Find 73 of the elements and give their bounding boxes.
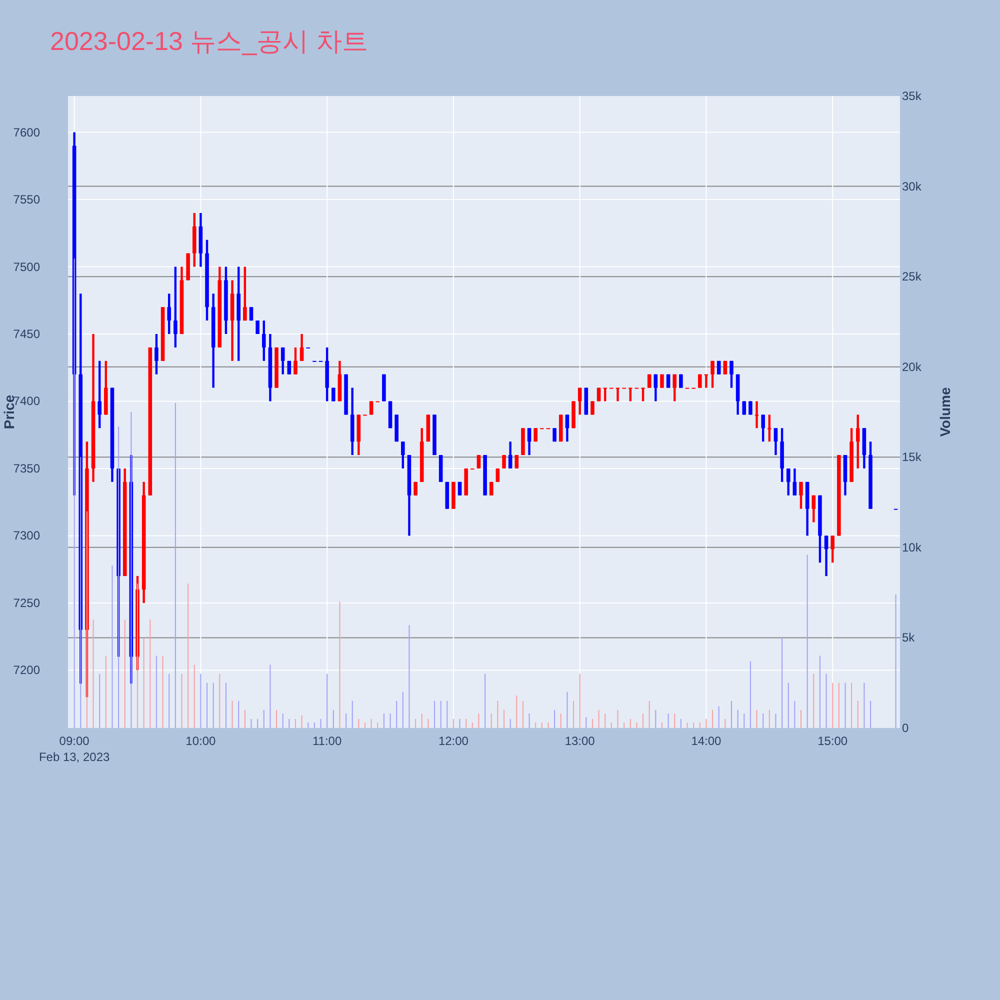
- candlestick: [704, 373, 708, 389]
- y-tick-label: 7500: [13, 260, 40, 274]
- candlestick: [768, 414, 772, 443]
- candlestick: [174, 266, 178, 349]
- y-tick-label: 7200: [13, 663, 40, 678]
- candlestick: [742, 400, 746, 416]
- y2-tick-label: 35k: [902, 89, 922, 103]
- candlestick: [716, 360, 721, 376]
- candlestick: [792, 467, 797, 496]
- y2-tick-label: 0: [902, 721, 909, 735]
- x-tick-label: 09:00: [59, 734, 90, 748]
- x-tick-label: 15:00: [818, 734, 848, 748]
- candlestick: [262, 319, 266, 362]
- candlestick: [654, 373, 658, 402]
- candlestick: [496, 467, 500, 484]
- y2-tick-label: 5k: [902, 630, 916, 645]
- x-tick-label: 13:00: [564, 734, 596, 748]
- candlestick: [723, 360, 728, 376]
- candlestick: [249, 306, 254, 322]
- y-tick-label: 7300: [13, 528, 40, 543]
- candlestick: [628, 386, 632, 402]
- candlestick: [300, 332, 304, 362]
- x-tick-label: 11:00: [312, 734, 342, 748]
- candlestick: [856, 414, 860, 470]
- candlestick: [830, 534, 834, 564]
- chart-title: 2023-02-13 뉴스_공시 차트: [50, 26, 368, 56]
- candlestick: [508, 440, 512, 470]
- candlestick: [458, 480, 462, 496]
- candlestick: [167, 292, 171, 336]
- candlestick: [824, 534, 828, 578]
- y-tick-label: 7550: [13, 192, 40, 207]
- candlestick: [754, 400, 759, 430]
- candlestick: [710, 360, 714, 389]
- candlestick: [294, 346, 298, 376]
- candlestick: [489, 480, 494, 496]
- candlestick: [287, 360, 292, 376]
- candlestick: [369, 400, 374, 416]
- candlestick: [812, 494, 816, 524]
- candlestick: [527, 427, 532, 456]
- y-tick-label: 7400: [13, 394, 40, 408]
- text: Feb 13, 2023: [38, 750, 110, 764]
- y2-axis-title: Volume: [937, 387, 953, 437]
- y2-tick-label: 25k: [902, 270, 922, 284]
- x-tick-label: 10:00: [186, 734, 216, 748]
- y-tick-label: 7250: [13, 596, 40, 610]
- y2-tick-label: 30k: [902, 179, 922, 194]
- candlestick: [672, 373, 677, 402]
- candlestick: [799, 480, 803, 510]
- candlestick: [730, 360, 734, 389]
- candlestick: [243, 266, 247, 322]
- candlestick: [774, 427, 778, 456]
- candlestick: [641, 386, 645, 402]
- candlestick: [98, 360, 102, 430]
- candlestick: [666, 373, 670, 389]
- y2-tick-label: 15k: [902, 450, 922, 464]
- candlestick: [761, 414, 765, 443]
- candlestick: [647, 373, 652, 389]
- x-tick-label: 14:00: [691, 734, 722, 748]
- candlestick: [154, 332, 158, 376]
- y-tick-label: 7450: [13, 327, 40, 342]
- y2-tick-label: 10k: [902, 540, 922, 554]
- y2-tick-label: 20k: [902, 360, 922, 374]
- candlestick: [616, 386, 620, 402]
- y-tick-label: 7350: [13, 461, 40, 476]
- candlestick: [514, 454, 519, 470]
- candlestick: [565, 414, 570, 443]
- x-tick-label: 12:00: [438, 734, 469, 748]
- candlestick: [786, 467, 790, 496]
- candlestick: [401, 440, 405, 470]
- y-tick-label: 7600: [13, 125, 40, 140]
- candlestick: [280, 346, 285, 376]
- candlestick: [603, 386, 608, 402]
- candlestick: [476, 454, 481, 470]
